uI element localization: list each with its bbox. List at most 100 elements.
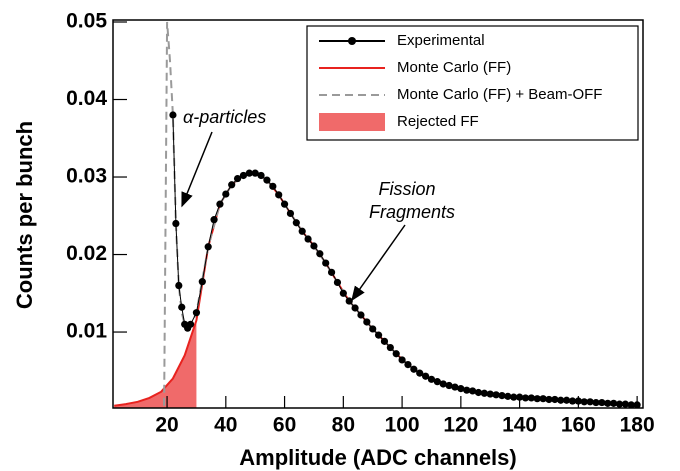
area [114, 320, 197, 408]
legend-label: Rejected FF [397, 113, 479, 130]
data-point [298, 227, 306, 235]
data-point [586, 398, 594, 406]
x-tick-label: 140 [502, 414, 537, 437]
x-tick-label: 100 [385, 414, 420, 437]
annotation: Fission [378, 179, 435, 199]
data-point [410, 365, 418, 373]
data-point [610, 399, 618, 407]
arrow [351, 224, 406, 302]
data-point [627, 401, 635, 408]
data-point [427, 375, 436, 383]
data-point [533, 395, 541, 403]
y-tick-label: 0.05 [66, 10, 107, 33]
data-point [239, 171, 248, 180]
data-point [545, 395, 553, 404]
legend-label: Monte Carlo (FF) [397, 59, 511, 76]
data-point [327, 268, 336, 276]
data-point [439, 380, 447, 388]
data-point [521, 394, 530, 402]
data-point [598, 398, 606, 407]
x-tick-label: 60 [273, 414, 296, 437]
legend-swatch [319, 113, 385, 131]
data-point [469, 387, 477, 395]
data-point [333, 278, 342, 287]
y-axis-label: Counts per bunch [12, 121, 37, 309]
plot-frame [112, 19, 644, 409]
legend-label: Experimental [397, 32, 485, 49]
legend-marker [348, 37, 356, 45]
data-point [280, 200, 289, 208]
data-point [257, 171, 265, 180]
data-point [263, 176, 271, 184]
data-point [292, 219, 300, 227]
data-point [269, 182, 277, 190]
data-point [374, 331, 383, 339]
data-point [175, 281, 183, 290]
data-point [615, 400, 624, 408]
data-point [369, 325, 377, 333]
data-point [169, 111, 177, 119]
x-tick-label: 180 [620, 414, 655, 437]
data-point [216, 200, 224, 208]
y-tick-label: 0.01 [66, 320, 107, 343]
data-point [457, 385, 465, 393]
data-point [474, 388, 483, 397]
data-point [380, 337, 389, 345]
annotation: α-particles [183, 107, 266, 127]
data-point [421, 372, 430, 380]
data-point [592, 398, 600, 407]
data-point [551, 395, 559, 404]
data-point [233, 174, 242, 183]
x-tick-label: 120 [443, 414, 478, 437]
data-point [210, 216, 218, 224]
legend-label: Monte Carlo (FF) + Beam-OFF [397, 86, 602, 103]
x-tick-label: 160 [561, 414, 596, 437]
data-point [480, 389, 488, 397]
data-point [398, 356, 406, 364]
data-point [228, 181, 236, 189]
plot-area [114, 21, 641, 408]
data-point [504, 392, 512, 400]
data-point [510, 393, 518, 401]
data-point [251, 169, 259, 177]
data-point [357, 311, 365, 319]
arrow [181, 131, 213, 208]
data-point [275, 191, 283, 199]
data-point [463, 386, 471, 394]
data-point [204, 243, 212, 251]
data-point [245, 169, 253, 177]
data-point [178, 303, 186, 311]
data-point [568, 397, 577, 405]
data-point [539, 395, 547, 403]
data-point [498, 391, 506, 400]
data-point [339, 289, 347, 297]
data-point [580, 398, 588, 406]
data-point [316, 250, 324, 258]
x-tick-label: 20 [155, 414, 178, 437]
data-point [404, 360, 412, 369]
data-point [363, 318, 371, 326]
data-point [527, 394, 535, 402]
x-tick-label: 40 [214, 414, 237, 437]
data-point [563, 396, 571, 404]
data-point [192, 309, 201, 317]
data-point [557, 396, 565, 404]
data-point [222, 190, 230, 198]
data-point [286, 209, 295, 218]
data-point [416, 369, 424, 377]
data-point [492, 391, 500, 399]
data-point [351, 304, 359, 312]
x-tick-label: 80 [332, 414, 355, 437]
data-point [322, 259, 330, 267]
y-tick-label: 0.02 [66, 242, 107, 265]
data-point [621, 400, 629, 408]
data-point [172, 219, 180, 228]
data-point [386, 343, 394, 352]
annotation: Fragments [369, 202, 455, 222]
x-axis-label: Amplitude (ADC channels) [239, 445, 516, 470]
data-point [310, 242, 318, 250]
data-point [604, 399, 612, 407]
y-tick-label: 0.03 [66, 165, 107, 188]
data-point [486, 390, 494, 398]
